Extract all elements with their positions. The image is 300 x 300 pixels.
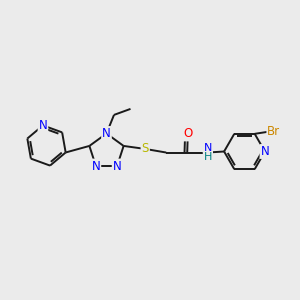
Text: Br: Br bbox=[267, 125, 280, 138]
Text: N: N bbox=[102, 127, 111, 140]
Text: N: N bbox=[39, 119, 47, 132]
Text: N: N bbox=[260, 145, 269, 158]
Text: S: S bbox=[142, 142, 149, 155]
Text: N: N bbox=[92, 160, 100, 172]
Text: N: N bbox=[204, 143, 212, 153]
Text: H: H bbox=[204, 152, 212, 162]
Text: O: O bbox=[183, 128, 192, 140]
Text: N: N bbox=[113, 160, 122, 172]
